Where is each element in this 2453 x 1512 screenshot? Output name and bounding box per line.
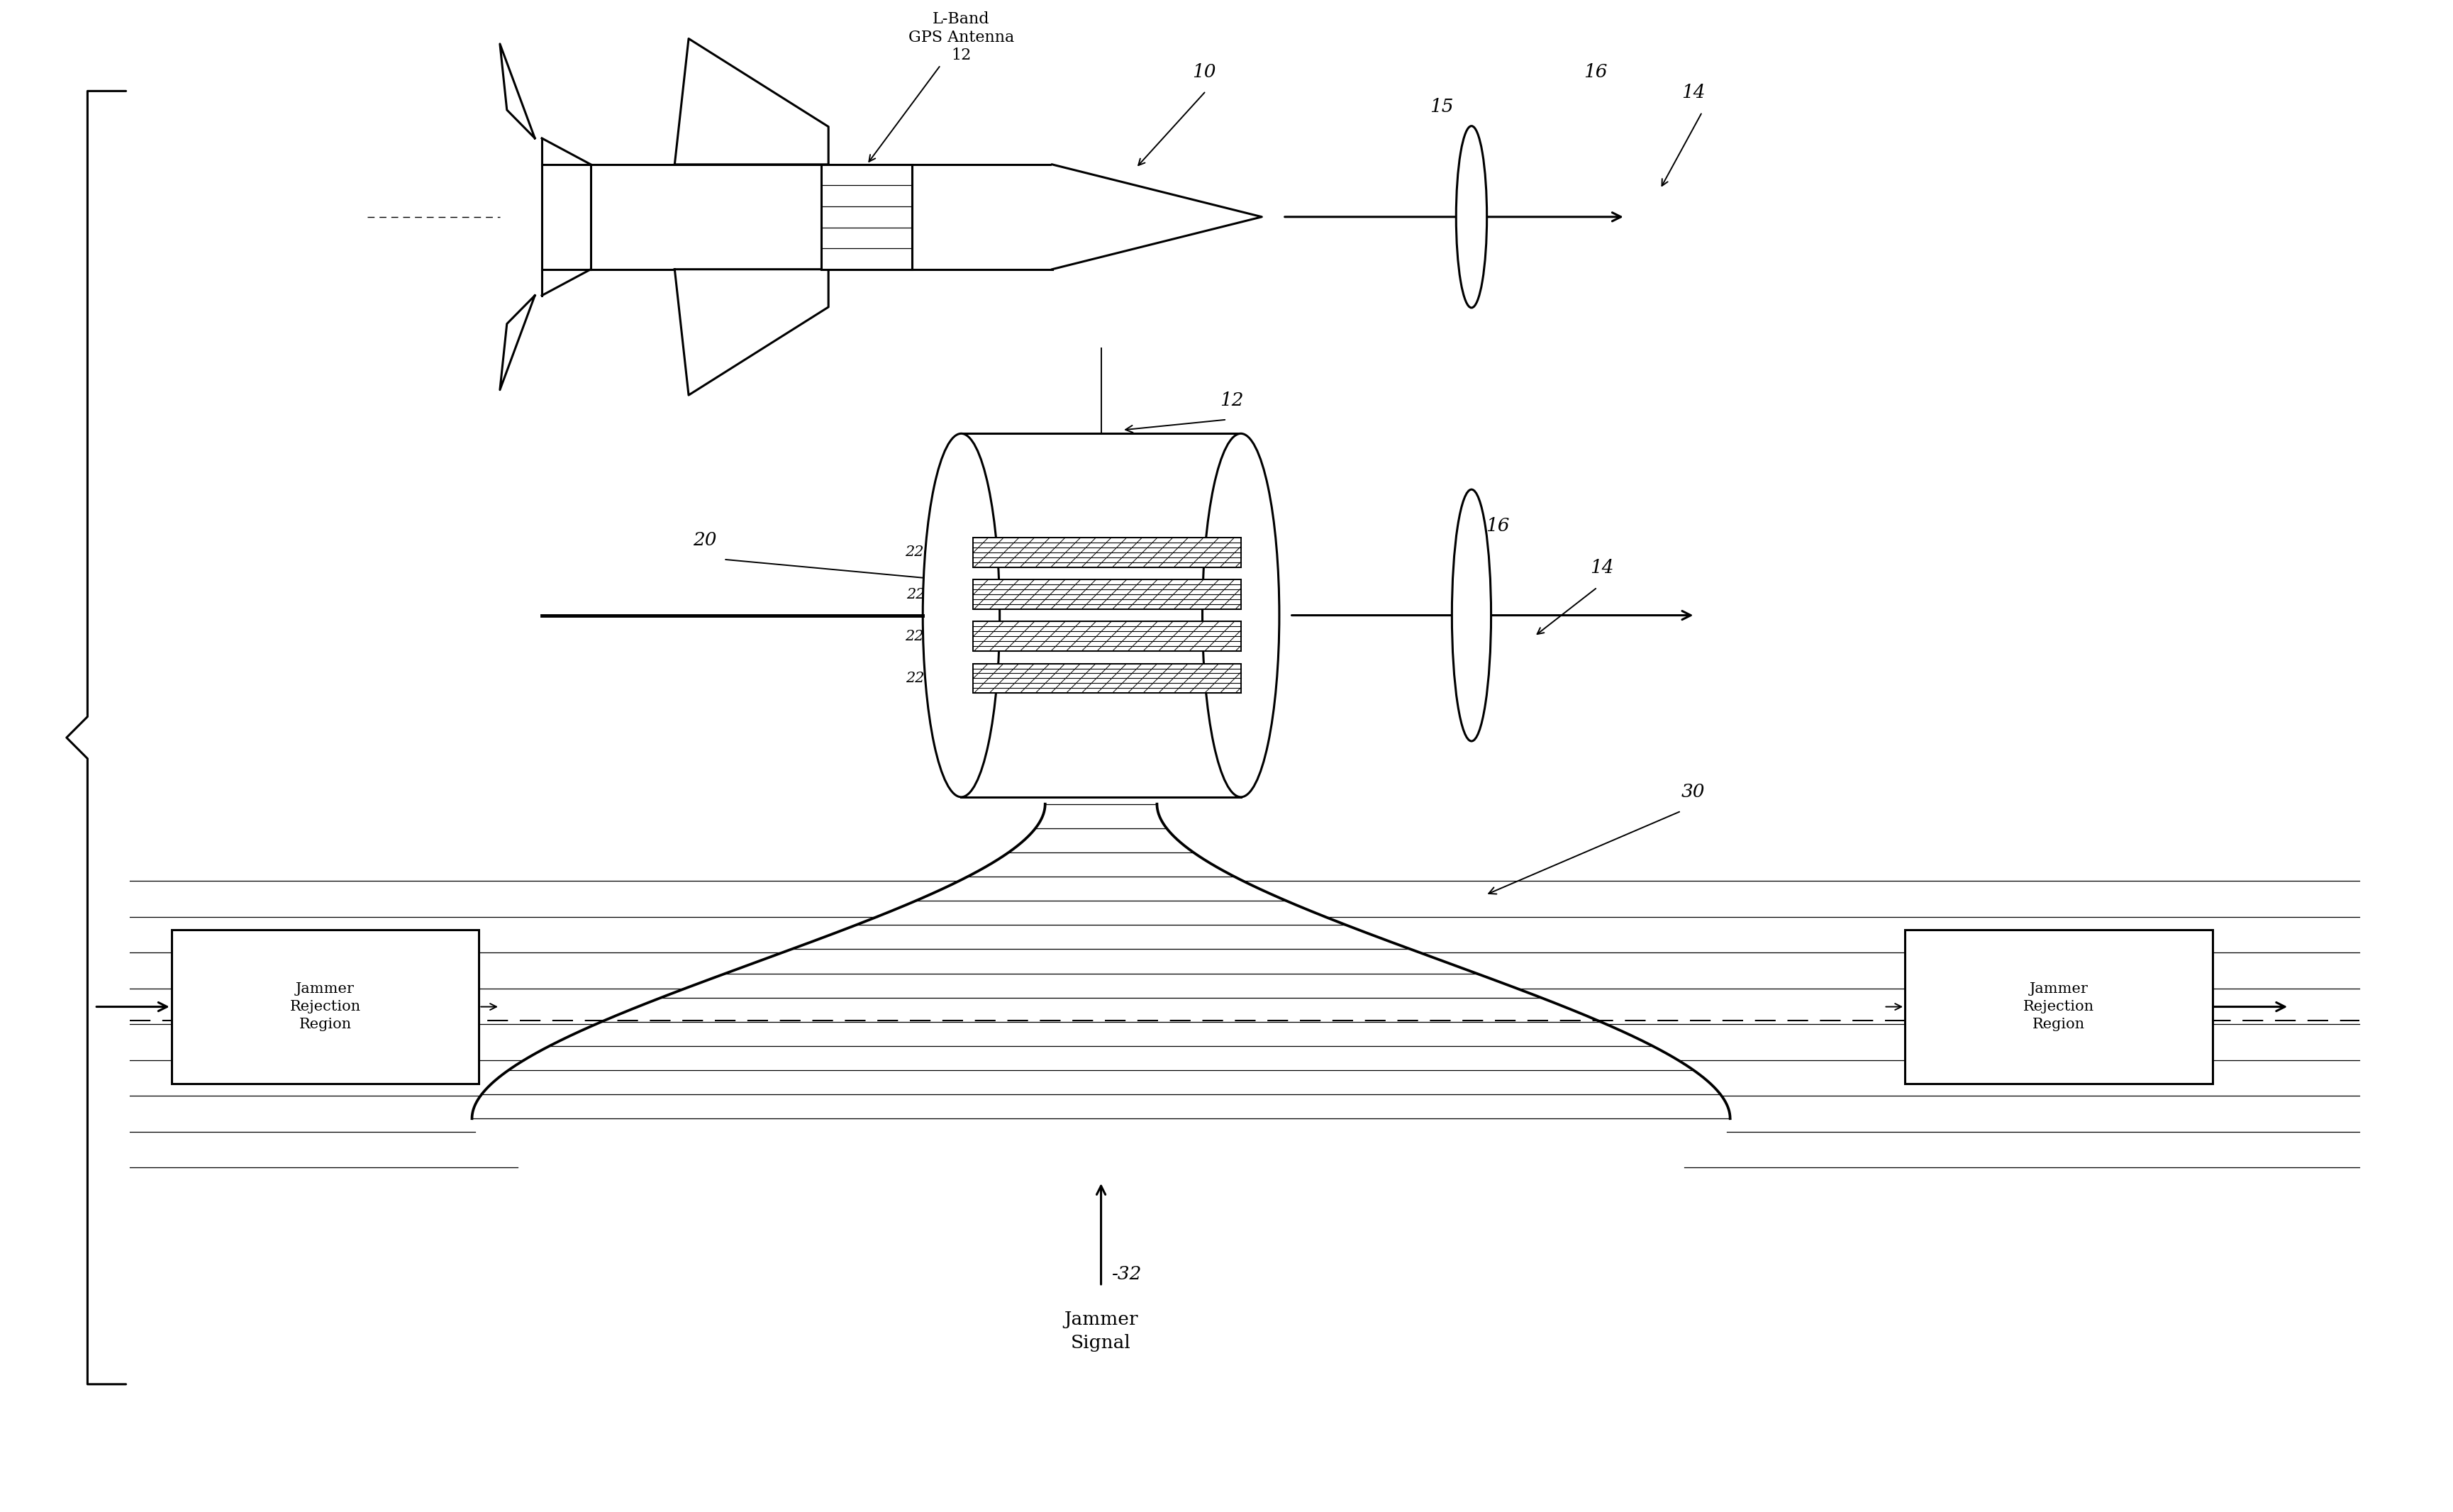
Bar: [172, 930, 478, 1084]
Ellipse shape: [1457, 125, 1487, 308]
Bar: [1906, 930, 2213, 1084]
Text: Jammer
Rejection
Region: Jammer Rejection Region: [289, 983, 361, 1031]
Bar: [974, 664, 1241, 692]
Text: 10: 10: [1192, 64, 1217, 80]
Text: 30: 30: [1680, 783, 1705, 800]
Ellipse shape: [1452, 490, 1491, 741]
Text: 16: 16: [1582, 64, 1607, 80]
Text: 15: 15: [1430, 98, 1452, 115]
Text: 22a: 22a: [905, 671, 932, 685]
Bar: [974, 538, 1241, 567]
Text: L-Band
GPS Antenna
12: L-Band GPS Antenna 12: [868, 12, 1013, 162]
Polygon shape: [500, 295, 535, 390]
Text: 22b: 22b: [905, 629, 932, 643]
Text: 20: 20: [692, 531, 716, 549]
Bar: [822, 165, 913, 269]
Polygon shape: [675, 269, 829, 395]
Text: 14: 14: [1680, 83, 1705, 101]
Polygon shape: [675, 39, 829, 165]
Bar: [974, 579, 1241, 609]
Text: Jammer
Rejection
Region: Jammer Rejection Region: [2024, 983, 2095, 1031]
Text: 16: 16: [1487, 517, 1509, 535]
Ellipse shape: [1202, 434, 1280, 797]
Polygon shape: [1052, 165, 1261, 269]
Text: Jammer
Signal: Jammer Signal: [1065, 1311, 1138, 1352]
Text: 22d: 22d: [905, 546, 932, 559]
Bar: [974, 621, 1241, 652]
Polygon shape: [500, 44, 535, 138]
Text: 14: 14: [1590, 559, 1614, 578]
Text: 12: 12: [1219, 392, 1244, 410]
Ellipse shape: [922, 434, 1001, 797]
Text: 22c: 22c: [905, 588, 932, 602]
Text: -32: -32: [1111, 1266, 1141, 1282]
